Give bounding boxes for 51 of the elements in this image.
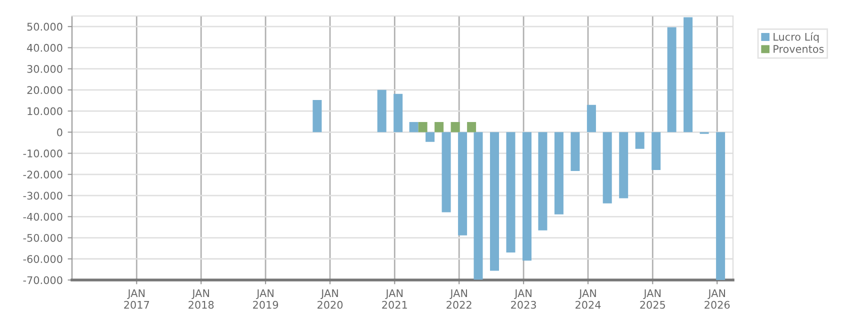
x-tick-label: JAN 2024 (576, 289, 601, 309)
x-tick-label: JAN 2017 (124, 289, 149, 309)
y-tick-label: -60.000 (23, 255, 62, 263)
bar (652, 132, 661, 170)
y-tick-label: 40.000 (27, 44, 62, 52)
bar (619, 132, 628, 198)
bar (418, 122, 428, 132)
bar (409, 122, 418, 132)
bar (426, 132, 435, 142)
bar (522, 132, 532, 261)
y-tick-label: 20.000 (27, 86, 62, 94)
y-tick-label: 30.000 (27, 65, 62, 73)
bar (586, 104, 596, 132)
y-tick-label: -70.000 (23, 276, 62, 284)
bar (538, 132, 548, 230)
bar (458, 132, 468, 236)
x-tick-label: JAN 2023 (511, 289, 536, 309)
bar (667, 27, 676, 132)
legend-label: Lucro Líq (774, 32, 819, 43)
y-tick-label: 50.000 (27, 22, 62, 31)
x-tick-label: JAN 2021 (382, 289, 407, 309)
bar (394, 94, 403, 132)
y-tick-label: 0 (57, 128, 62, 136)
bar (602, 132, 612, 204)
x-tick-label: JAN 2019 (253, 289, 278, 309)
bar (474, 132, 483, 280)
bar (490, 132, 500, 271)
bar (570, 132, 580, 172)
bar (554, 132, 564, 214)
x-tick-label: JAN 2020 (318, 289, 343, 309)
x-tick-label: JAN 2022 (446, 289, 472, 309)
y-tick-label: -10.000 (23, 150, 62, 158)
bar (716, 132, 726, 280)
bar (450, 122, 460, 132)
y-tick-label: -20.000 (23, 170, 62, 179)
y-tick-label: -30.000 (23, 192, 62, 200)
x-tick-label: JAN 2018 (188, 289, 214, 309)
x-tick-label: JAN 2026 (704, 289, 730, 309)
bar (377, 90, 386, 132)
bar (635, 132, 644, 149)
y-tick-label: -40.000 (23, 212, 62, 221)
bar (684, 17, 693, 132)
bar (442, 132, 451, 212)
y-tick-label: 10.000 (28, 107, 62, 116)
bar (312, 100, 322, 132)
y-tick-label: -50.000 (23, 234, 62, 242)
bar (506, 132, 516, 253)
x-tick-label: JAN 2025 (640, 289, 665, 309)
bar (467, 122, 476, 132)
legend-label: Proventos (774, 45, 824, 53)
bar (434, 122, 444, 132)
